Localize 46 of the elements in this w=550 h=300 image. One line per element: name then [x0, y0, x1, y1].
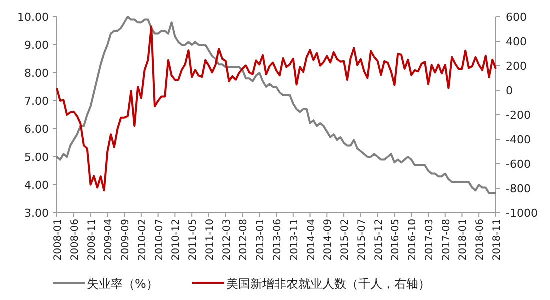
x-tick-label: 2011-10 [204, 219, 216, 261]
x-tick-label: 2014-09 [323, 219, 334, 261]
x-tick-label: 2015-02 [340, 219, 352, 261]
x-tick-label: 2009-04 [104, 219, 115, 261]
x-tick-label: 2012-03 [222, 219, 233, 261]
x-tick-label: 2016-10 [408, 219, 419, 261]
y-tick-label: 6.00 [24, 123, 49, 136]
x-tick-label: 2017-03 [424, 219, 436, 261]
x-tick-label: 2016-05 [390, 219, 402, 261]
x-tick-label: 2009-09 [120, 219, 132, 261]
legend-label: 失业率（%） [87, 277, 158, 291]
x-tick-label: 2008-06 [70, 219, 81, 261]
x-tick-label: 2017-08 [441, 219, 452, 261]
y2-tick-label: -200 [506, 109, 531, 122]
x-tick-label: 2008-01 [53, 219, 64, 261]
y2-tick-label: 200 [506, 60, 527, 73]
x-tick-label: 2013-01 [256, 219, 267, 261]
x-tick-label: 2018-11 [492, 219, 503, 261]
x-tick-label: 2018-01 [458, 219, 470, 261]
y2-tick-label: -600 [506, 158, 531, 171]
y-tick-label: 4.00 [24, 179, 49, 192]
x-tick-label: 2015-07 [356, 219, 368, 261]
y2-tick-label: -1000 [506, 207, 538, 220]
x-tick-label: 2012-08 [238, 219, 250, 261]
y2-tick-label: -400 [506, 134, 531, 146]
x-tick-label: 2008-11 [86, 219, 98, 261]
x-tick-label: 2013-06 [272, 219, 284, 261]
x-tick-label: 2018-06 [475, 219, 486, 261]
x-tick-label: 2011-05 [188, 219, 200, 261]
x-tick-label: 2013-11 [289, 219, 300, 261]
y-tick-label: 3.00 [24, 207, 49, 220]
y-tick-label: 7.00 [24, 95, 49, 108]
y2-tick-label: 400 [506, 36, 527, 48]
y2-tick-label: 0 [506, 84, 513, 98]
y2-tick-label: 600 [506, 11, 527, 24]
y2-tick-label: -800 [506, 182, 531, 196]
x-tick-label: 2010-02 [137, 219, 148, 261]
x-tick-label: 2015-12 [374, 219, 385, 261]
y-tick-label: 10.00 [18, 11, 49, 24]
y-tick-label: 9.00 [24, 39, 49, 52]
x-tick-label: 2010-07 [154, 219, 166, 261]
y-tick-label: 5.00 [24, 151, 49, 164]
x-tick-label: 2014-04 [306, 219, 318, 261]
x-tick-label: 2010-12 [171, 219, 182, 261]
legend-label: 美国新增非农就业人数（千人，右轴） [226, 277, 430, 291]
y-tick-label: 8.00 [24, 67, 49, 80]
